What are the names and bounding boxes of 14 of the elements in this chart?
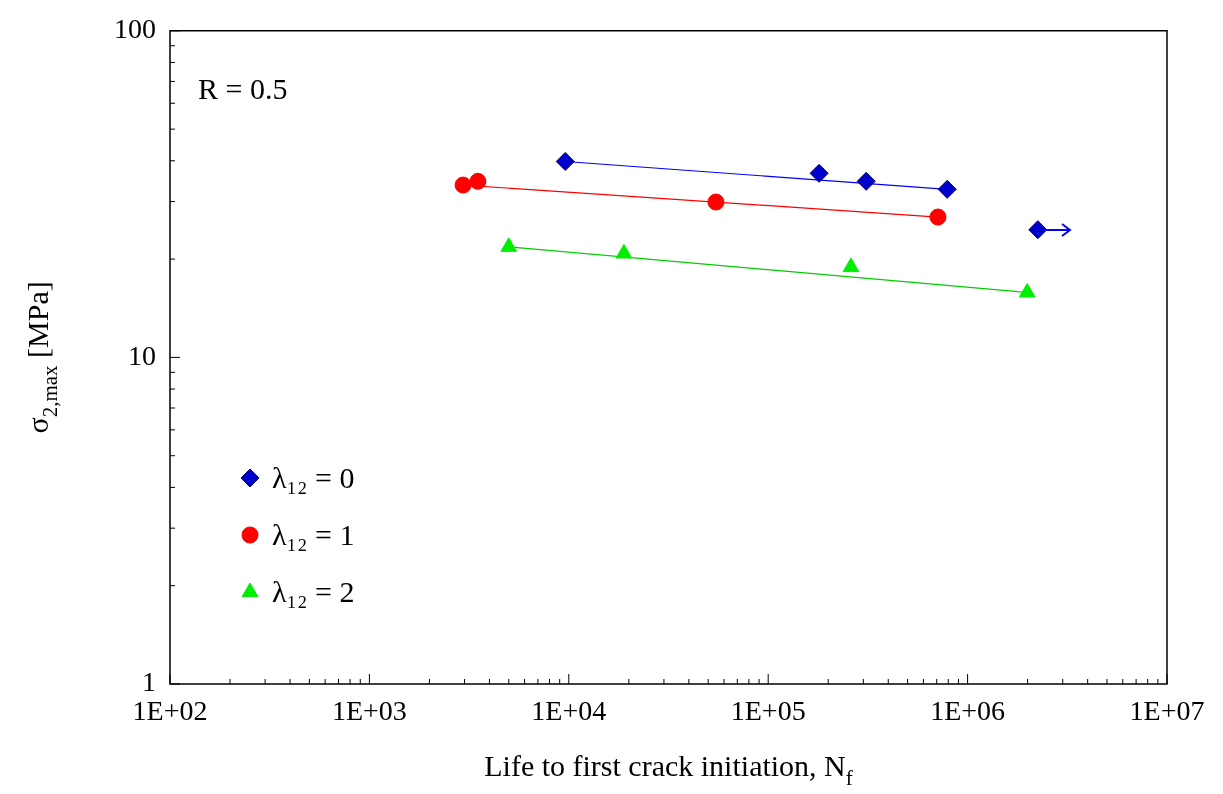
- x-tick-label: 1E+04: [531, 695, 607, 727]
- legend-label: λ₁₂ = 1: [272, 518, 355, 551]
- x-tick-label: 1E+05: [730, 695, 806, 727]
- annotation: R = 0.5: [198, 71, 288, 105]
- legend-label: λ₁₂ = 0: [272, 461, 355, 494]
- y-axis-title: σ2,max [MPa]: [21, 281, 62, 434]
- y-tick-label: 10: [128, 339, 156, 371]
- x-tick-label: 1E+03: [331, 695, 407, 727]
- x-tick-label: 1E+06: [930, 695, 1006, 727]
- y-tick-label: 1: [142, 666, 156, 698]
- x-tick-label: 1E+02: [132, 695, 208, 727]
- y-tick-label: 100: [114, 13, 156, 45]
- x-tick-label: 1E+07: [1129, 695, 1205, 727]
- legend-label: λ₁₂ = 2: [272, 575, 355, 608]
